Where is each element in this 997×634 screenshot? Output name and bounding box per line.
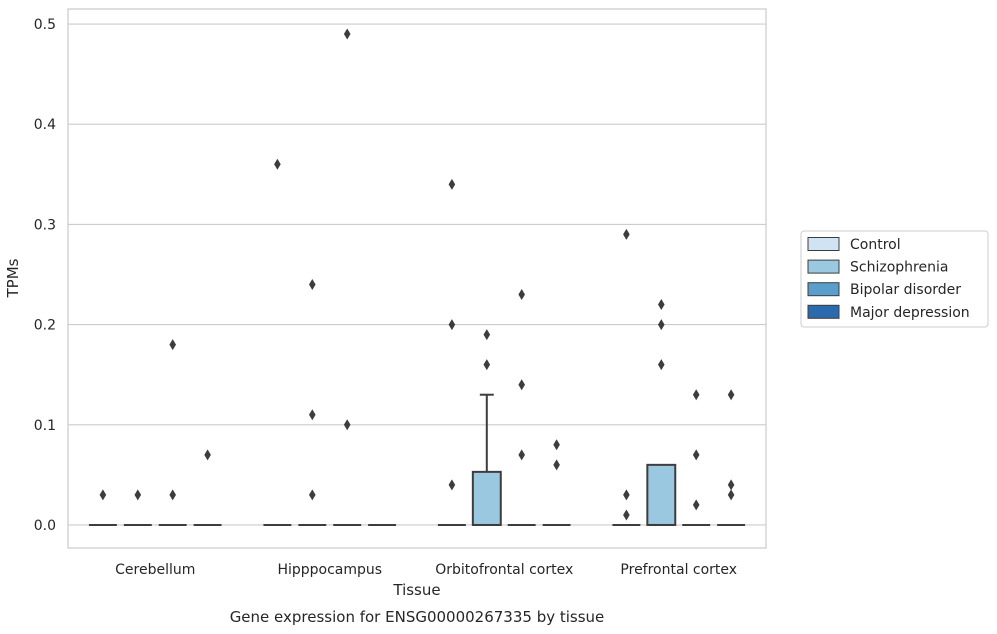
outlier-point [99,489,107,501]
x-tick-label: Cerebellum [115,562,195,578]
outlier-point [518,449,525,461]
outlier-point [727,479,735,491]
outliers [99,28,735,521]
legend-swatch [807,237,840,251]
outlier-point [658,319,665,331]
outlier-point [727,389,735,401]
outlier-point [692,449,700,461]
y-tick-label: 0.4 [34,117,56,133]
outlier-point [274,158,281,170]
outlier-point [658,299,665,311]
y-tick-label: 0.0 [34,518,56,534]
y-axis-label: TPMs [4,258,22,298]
outlier-point [134,489,142,501]
outlier-point [623,489,630,501]
outlier-point [309,279,316,291]
x-tick-labels: Cerebellum Hipppocampus Orbitofrontal cort… [115,562,737,578]
legend-swatch [807,282,840,297]
legend-label: Control [850,237,901,253]
plot-area [67,8,767,549]
x-tick-label: Orbitofrontal cortex [435,562,573,578]
outlier-point [727,489,735,501]
outlier-point [343,28,351,40]
outlier-point [658,359,665,371]
y-tick-label: 0.3 [34,217,56,233]
legend-label: Major depression [850,305,970,321]
outlier-point [448,319,456,331]
boxes [88,393,746,526]
outlier-point [169,339,176,351]
x-axis-label: Tissue [392,581,440,599]
outlier-point [518,379,525,391]
outlier-point [483,329,491,341]
y-tick-labels: 0.0 0.1 0.2 0.3 0.4 0.5 [34,17,56,534]
y-tick-label: 0.2 [34,318,56,334]
x-tick-label: Prefrontal cortex [620,562,737,578]
legend-swatch [807,259,840,274]
outlier-point [692,389,700,401]
outlier-point [448,178,456,190]
y-tick-label: 0.5 [34,17,56,33]
outlier-point [309,409,316,421]
outlier-point [692,499,700,511]
box [646,463,677,526]
legend-label: Schizophrenia [850,260,948,276]
legend-swatch [807,304,840,319]
outlier-point [483,359,491,371]
outlier-point [448,479,456,491]
legend-frame [800,230,989,328]
outlier-point [623,509,630,521]
outlier-point [169,489,176,501]
legend-label: Bipolar disorder [850,282,961,298]
chart-caption: Gene expression for ENSG00000267335 by t… [230,608,605,626]
outlier-point [309,489,316,501]
legend: Control Schizophrenia Bipolar disorder Majo… [800,230,989,328]
outlier-point [204,449,211,461]
outlier-point [553,459,560,471]
outlier-point [623,228,630,240]
outlier-point [518,289,525,301]
box [471,470,502,526]
y-tick-label: 0.1 [34,418,56,434]
outlier-point [343,419,351,431]
outlier-point [553,439,560,451]
x-tick-label: Hipppocampus [277,562,382,578]
